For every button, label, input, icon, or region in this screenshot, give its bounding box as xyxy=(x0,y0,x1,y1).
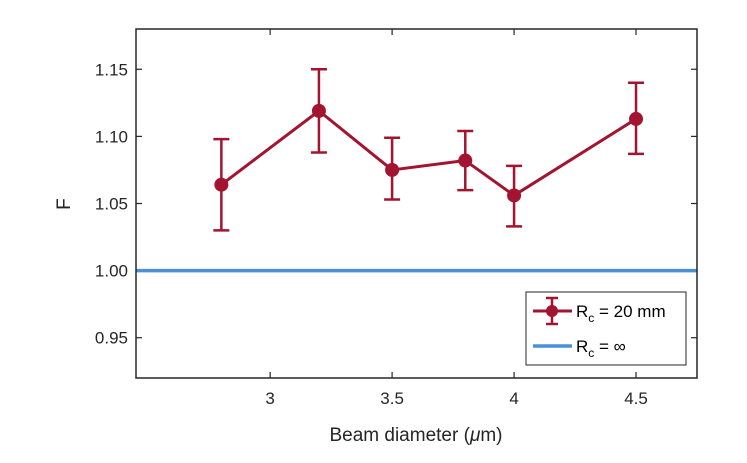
y-tick-label: 1.15 xyxy=(95,60,128,79)
y-axis: 0.95 1.00 1.05 1.10 1.15 xyxy=(95,60,697,348)
y-tick-label: 0.95 xyxy=(95,329,128,348)
legend: Rc = 20 mm Rc = ∞ xyxy=(525,291,687,366)
data-point xyxy=(458,153,473,168)
data-point xyxy=(214,177,229,192)
x-axis-label: Beam diameter (μm) xyxy=(329,425,502,446)
y-axis-label: F xyxy=(54,198,75,210)
x-axis: 3 3.5 4 4.5 xyxy=(265,29,648,408)
data-point xyxy=(507,188,522,203)
data-point xyxy=(311,103,326,118)
data-point xyxy=(385,162,400,177)
legend-label-series-2: Rc = ∞ xyxy=(576,337,626,360)
plot-frame xyxy=(135,28,698,379)
y-tick-label: 1.10 xyxy=(95,127,128,146)
x-tick-label: 3.5 xyxy=(380,389,404,408)
y-tick-label: 1.00 xyxy=(95,262,128,281)
data-point xyxy=(629,111,644,126)
y-tick-label: 1.05 xyxy=(95,195,128,214)
x-tick-label: 4.5 xyxy=(624,389,648,408)
x-tick-label: 3 xyxy=(265,389,274,408)
series-line xyxy=(220,109,637,197)
series-group xyxy=(213,68,645,232)
legend-marker-series-1 xyxy=(546,305,558,317)
legend-label-series-1: Rc = 20 mm xyxy=(576,302,666,325)
x-tick-label: 4 xyxy=(509,389,518,408)
